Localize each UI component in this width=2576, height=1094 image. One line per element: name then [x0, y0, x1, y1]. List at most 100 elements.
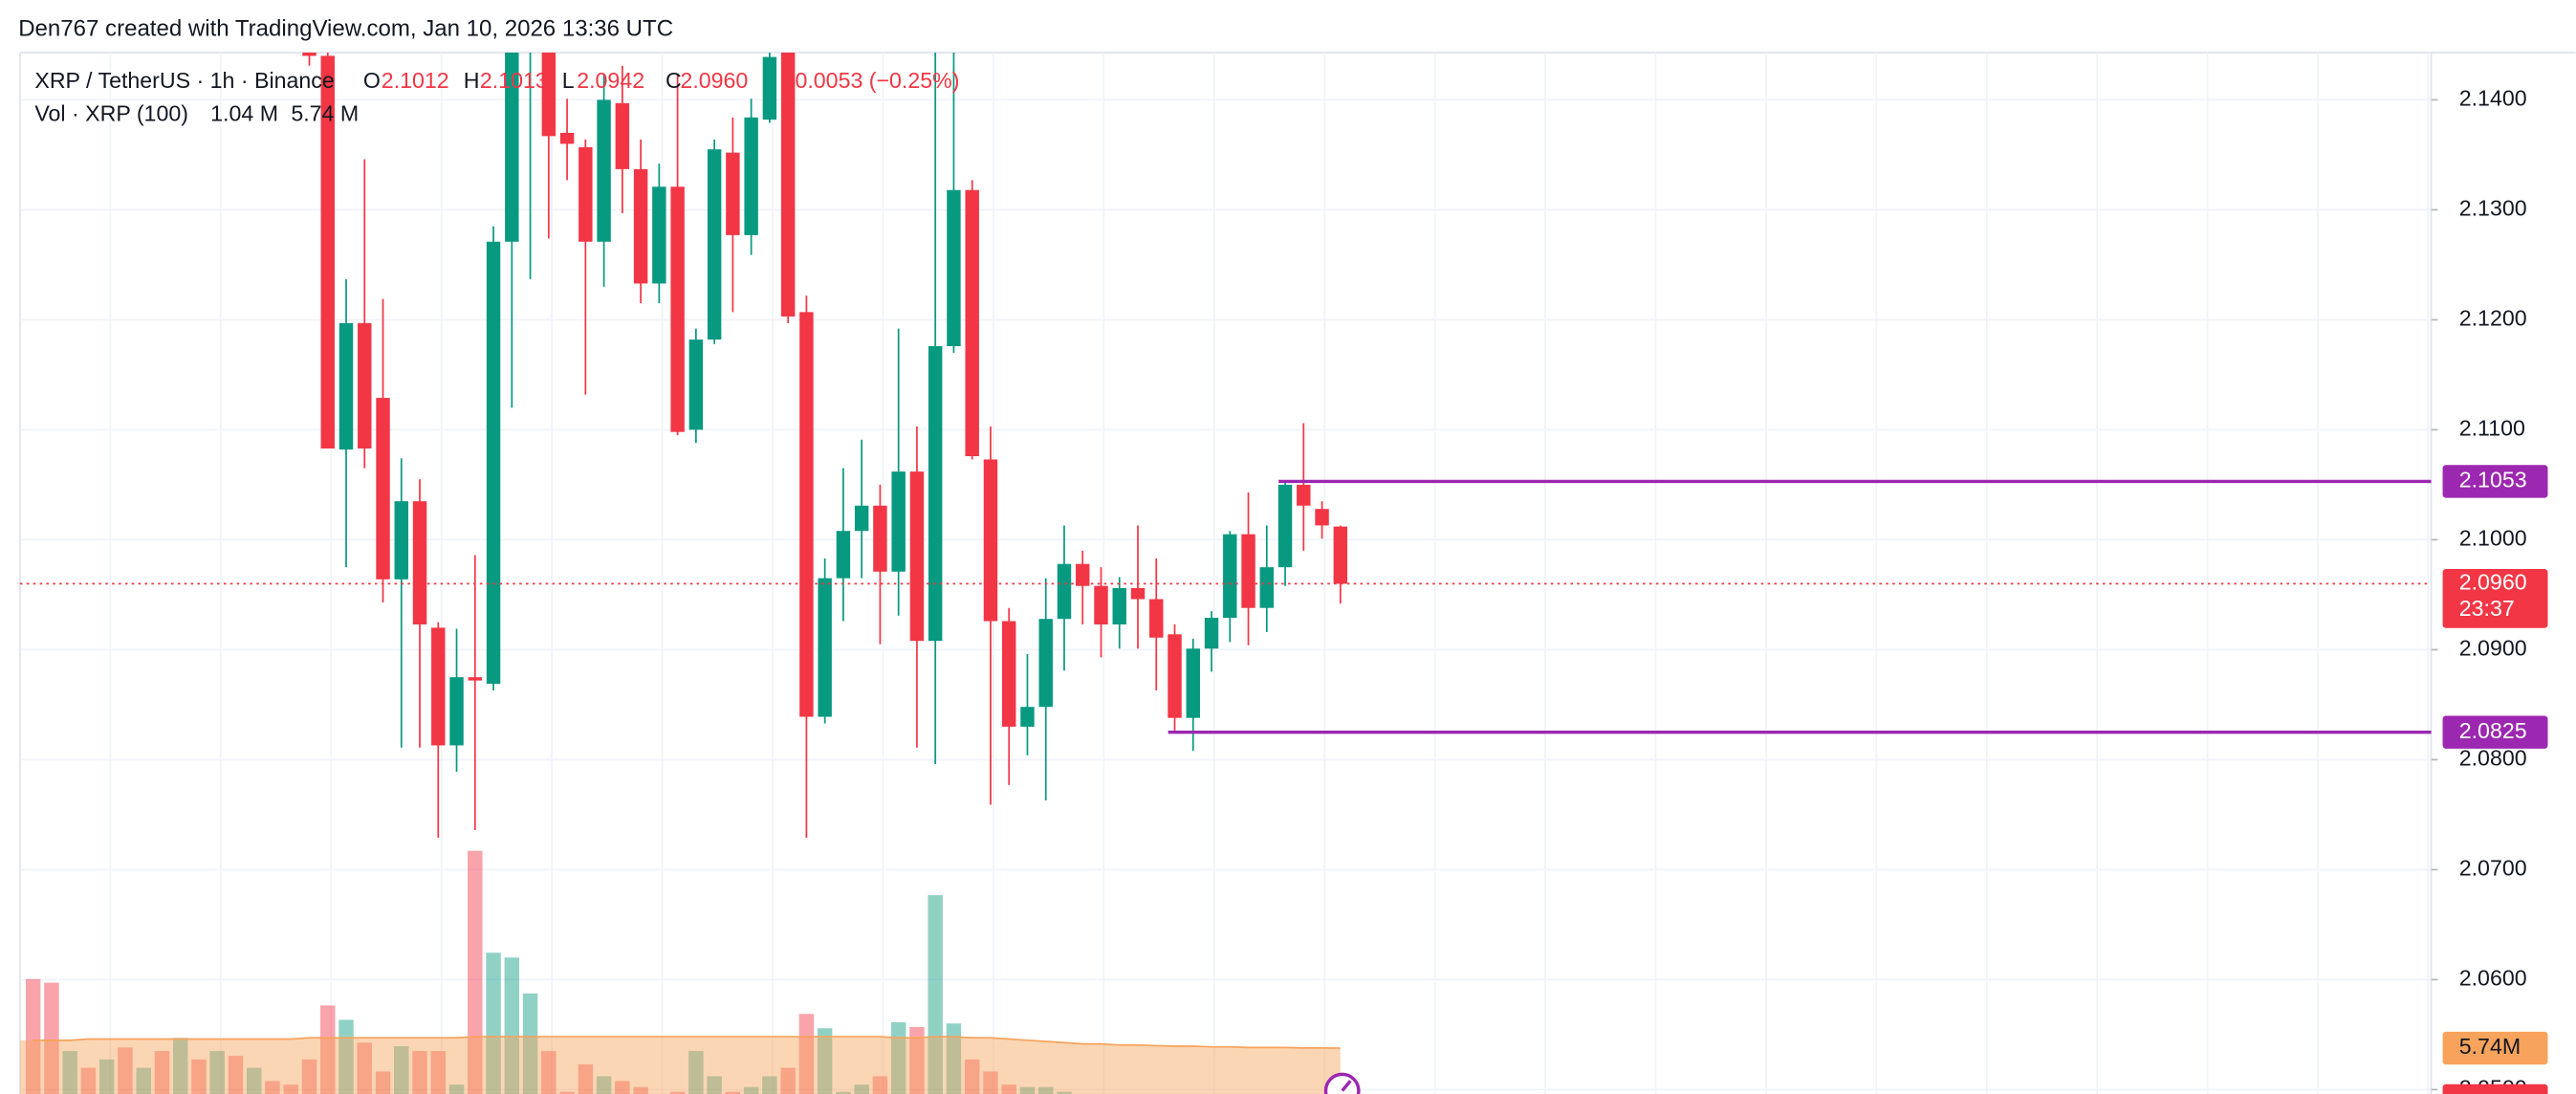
volume-bar: [983, 1071, 998, 1094]
volume-bar: [615, 1081, 630, 1094]
volume-ma-axis-label: 5.74M: [2459, 1034, 2521, 1059]
candle-body: [928, 346, 943, 642]
candle-body: [762, 56, 777, 120]
volume-bar: [780, 1067, 796, 1094]
candle-body: [1149, 599, 1164, 638]
volume-bar: [946, 1023, 962, 1094]
candles: [302, 52, 1348, 839]
volume-bar: [154, 1051, 170, 1094]
header: Den767 created with TradingView.com, Jan…: [18, 15, 673, 41]
volume-bar: [522, 993, 538, 1094]
volume-bar: [1019, 1086, 1036, 1094]
horizontal-line-box: [2442, 715, 2548, 749]
volume-bar: [669, 1091, 686, 1094]
volume-bar: [633, 1086, 648, 1094]
candle-body: [983, 459, 998, 622]
candle-body: [633, 168, 648, 284]
volume-bar: [172, 1038, 188, 1094]
candle-body: [302, 52, 317, 56]
clock-hand: [1341, 1080, 1352, 1092]
y-tick-label: 2.1400: [2459, 86, 2527, 111]
candle-body: [909, 471, 925, 642]
legend: XRP / TetherUS · 1h · Binance Vol · XRP …: [34, 68, 959, 125]
candle-body: [1020, 707, 1035, 727]
ohlc-value: 2.1012: [382, 68, 449, 93]
volume-bar: [209, 1051, 225, 1094]
candle-body: [1315, 509, 1329, 526]
horizontal-line-box: [2442, 465, 2548, 498]
volume-bar: [486, 952, 501, 1094]
volume-bar: [1001, 1084, 1016, 1094]
volume-bar: [725, 1091, 741, 1094]
ohlc-value: 2.0960: [680, 68, 748, 93]
candle-body: [1186, 648, 1200, 718]
candle-body: [1076, 563, 1090, 586]
volume-bar: [854, 1084, 869, 1094]
y-tick-label: 2.0700: [2459, 856, 2527, 881]
volume-bar: [430, 1051, 447, 1094]
volume-bar: [118, 1047, 133, 1094]
countdown-label: 23:37: [2459, 596, 2515, 621]
candle-body: [854, 505, 869, 532]
volume-bar: [412, 1051, 427, 1094]
candle-body: [431, 627, 446, 746]
candle-body: [338, 322, 354, 450]
volume-bar: [1037, 1086, 1054, 1094]
change: −0.0053 (−0.25%): [782, 68, 960, 93]
volume-bar: [1057, 1091, 1072, 1094]
ohlc-value: 2.1013: [480, 68, 548, 93]
ohlc-key: C: [666, 68, 682, 93]
candle-body: [412, 501, 427, 624]
candle-body: [1112, 588, 1126, 624]
candle-body: [1168, 634, 1182, 718]
volume-bar: [62, 1051, 77, 1094]
y-tick-label: 2.0900: [2459, 636, 2527, 661]
volume-bar: [320, 1005, 336, 1094]
volume-bar: [964, 1059, 980, 1094]
candle-body: [320, 55, 335, 449]
volume-bar: [247, 1067, 262, 1094]
candle-body: [947, 189, 961, 347]
candle-body: [707, 149, 722, 340]
candle-body: [597, 99, 611, 242]
volume-bar: [228, 1056, 244, 1094]
volume-bar: [909, 1027, 925, 1094]
candle-body: [486, 241, 501, 685]
candle-body: [541, 52, 557, 137]
candle-body: [1333, 526, 1348, 584]
volume-bar: [265, 1081, 280, 1094]
candle-body: [670, 186, 685, 432]
y-tick-label: 2.1100: [2459, 416, 2525, 441]
candle-body: [394, 501, 408, 580]
y-tick-label: 2.1000: [2459, 526, 2527, 551]
candle-body: [799, 312, 814, 717]
ohlc-key: O: [363, 68, 381, 93]
volume-bar: [817, 1028, 833, 1094]
volume-bar: [872, 1076, 888, 1094]
y-tick-label: 2.1200: [2459, 306, 2527, 331]
horizontal-line-label: 2.0825: [2459, 718, 2527, 743]
candle-body: [1259, 567, 1275, 608]
y-tick-label: 2.0600: [2459, 966, 2527, 991]
volume-bar: [375, 1071, 391, 1094]
candle-body: [1277, 484, 1293, 568]
clock-icon[interactable]: [1323, 1072, 1361, 1094]
volume-bar: [596, 1076, 612, 1094]
candle-body: [615, 102, 630, 169]
candle-body: [1094, 585, 1108, 624]
candle-body: [744, 117, 758, 235]
candle-body: [688, 339, 704, 430]
volume-bar: [468, 850, 483, 1094]
volume-bar: [25, 978, 41, 1094]
volume-ma-box: [2442, 1031, 2548, 1065]
candle-body: [1001, 621, 1016, 727]
candle-body: [505, 52, 519, 242]
y-tick-label: 2.0800: [2459, 746, 2527, 771]
candle-body: [1297, 484, 1311, 506]
volume-pane: [19, 850, 1341, 1094]
volume-bar: [762, 1076, 777, 1094]
volume-ma-last: 5.74 M: [291, 100, 359, 125]
volume-bar: [80, 1067, 97, 1094]
ohlc-key: H: [464, 68, 480, 93]
